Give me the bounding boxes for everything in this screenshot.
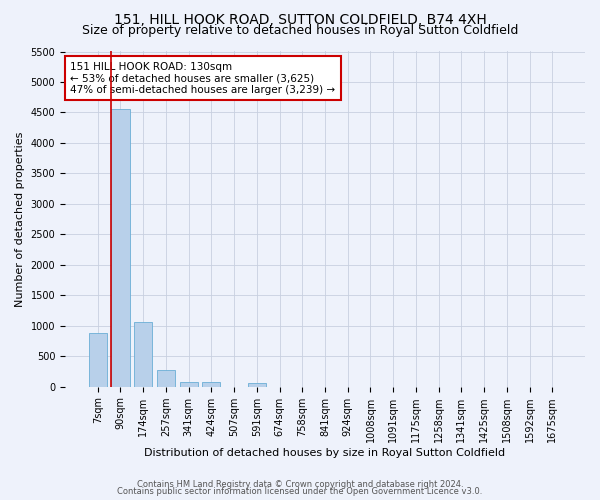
- Bar: [134, 322, 152, 386]
- Text: 151, HILL HOOK ROAD, SUTTON COLDFIELD, B74 4XH: 151, HILL HOOK ROAD, SUTTON COLDFIELD, B…: [113, 12, 487, 26]
- Text: Size of property relative to detached houses in Royal Sutton Coldfield: Size of property relative to detached ho…: [82, 24, 518, 37]
- Bar: [248, 383, 266, 386]
- Text: Contains public sector information licensed under the Open Government Licence v3: Contains public sector information licen…: [118, 487, 482, 496]
- Text: 151 HILL HOOK ROAD: 130sqm
← 53% of detached houses are smaller (3,625)
47% of s: 151 HILL HOOK ROAD: 130sqm ← 53% of deta…: [70, 62, 335, 95]
- Bar: [89, 333, 107, 386]
- Text: Contains HM Land Registry data © Crown copyright and database right 2024.: Contains HM Land Registry data © Crown c…: [137, 480, 463, 489]
- Bar: [202, 382, 220, 386]
- Bar: [112, 109, 130, 386]
- Y-axis label: Number of detached properties: Number of detached properties: [15, 132, 25, 307]
- Bar: [179, 382, 198, 386]
- Bar: [157, 370, 175, 386]
- X-axis label: Distribution of detached houses by size in Royal Sutton Coldfield: Distribution of detached houses by size …: [145, 448, 506, 458]
